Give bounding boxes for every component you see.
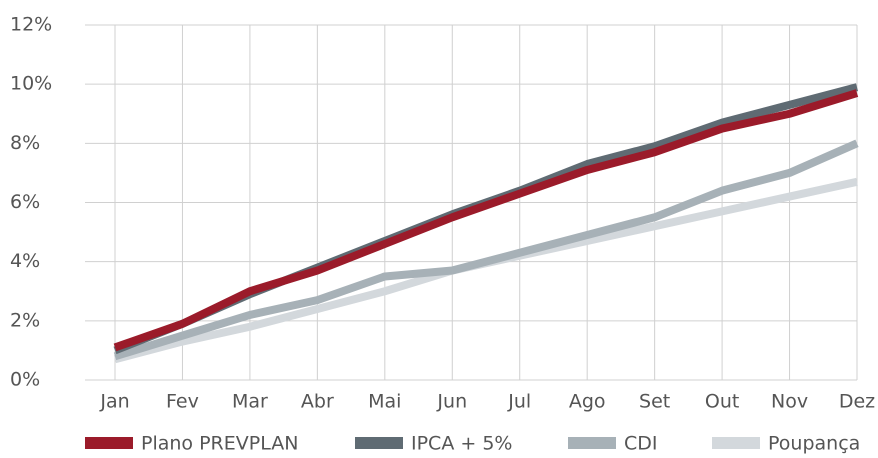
x-tick-label: Set bbox=[639, 391, 670, 413]
x-tick-label: Fev bbox=[166, 391, 199, 413]
legend-label: Poupança bbox=[768, 433, 860, 455]
x-tick-label: Ago bbox=[569, 391, 606, 413]
y-tick-label: 4% bbox=[10, 250, 40, 272]
legend-swatch bbox=[568, 437, 616, 449]
legend-label: Plano PREVPLAN bbox=[141, 433, 298, 455]
y-tick-label: 2% bbox=[10, 309, 40, 331]
y-tick-label: 6% bbox=[10, 191, 40, 213]
y-tick-label: 12% bbox=[10, 14, 52, 36]
x-tick-label: Nov bbox=[771, 391, 808, 413]
x-tick-label: Jan bbox=[99, 391, 129, 413]
x-tick-label: Out bbox=[705, 391, 739, 413]
x-tick-label: Abr bbox=[301, 391, 334, 413]
y-tick-label: 8% bbox=[10, 132, 40, 154]
legend-label: CDI bbox=[624, 433, 658, 455]
x-tick-label: Dez bbox=[839, 391, 875, 413]
series-line bbox=[113, 139, 859, 361]
x-tick-label: Jun bbox=[436, 391, 467, 413]
x-tick-label: Mai bbox=[368, 391, 401, 413]
legend-swatch bbox=[355, 437, 403, 449]
x-tick-label: Jul bbox=[507, 391, 531, 413]
y-tick-label: 0% bbox=[10, 369, 40, 391]
legend-swatch bbox=[85, 437, 133, 449]
series-line bbox=[113, 89, 859, 352]
y-tick-label: 10% bbox=[10, 73, 52, 95]
legend-label: IPCA + 5% bbox=[411, 433, 512, 455]
x-tick-label: Mar bbox=[232, 391, 268, 413]
legend-swatch bbox=[712, 437, 760, 449]
